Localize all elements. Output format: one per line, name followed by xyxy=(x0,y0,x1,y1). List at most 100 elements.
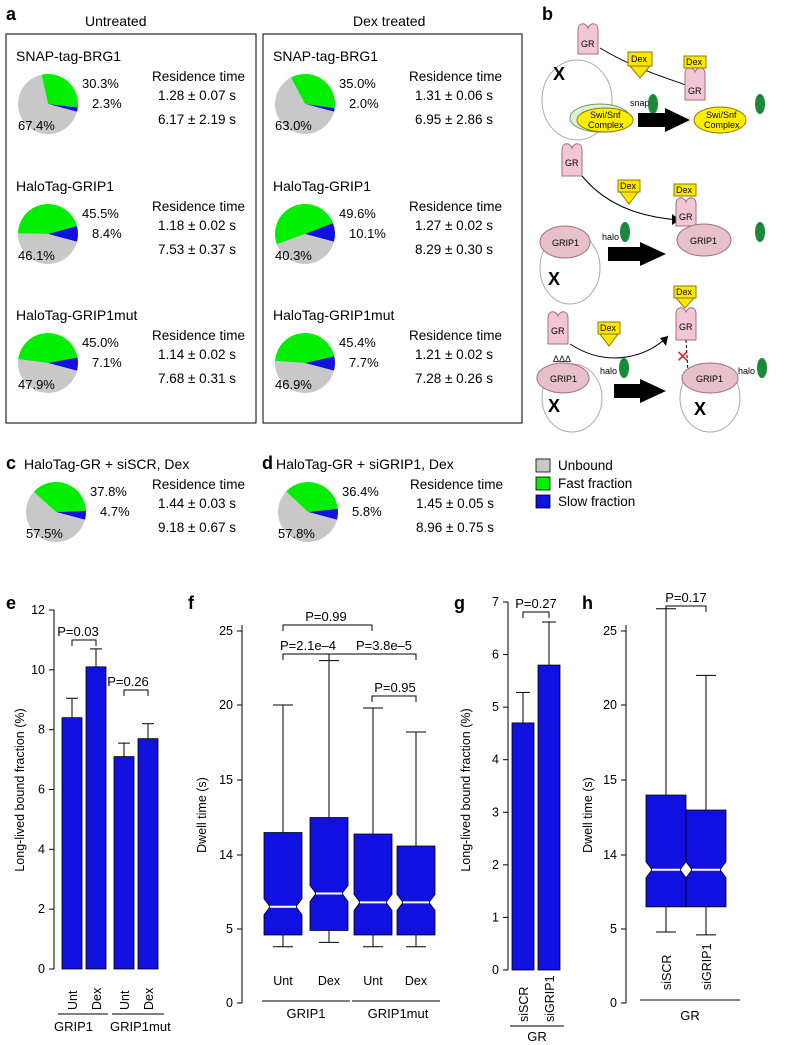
pie-a-4-rt-label: Residence time xyxy=(152,328,245,343)
pie-a-5-unbound-pct: 46.9% xyxy=(275,377,312,392)
pie-a-1-slice-slow xyxy=(305,104,335,112)
pie-d-title: HaloTag-GR + siGRIP1, Dex xyxy=(276,456,454,472)
h-ytick-label: 20 xyxy=(603,698,617,712)
snap-tag-icon xyxy=(648,94,658,114)
legend-swatch-slow xyxy=(535,494,551,509)
pie-a-1-rt-fast: 1.31 ± 0.06 s xyxy=(415,88,493,103)
halo-label: halo xyxy=(602,232,619,242)
pie-c-unbound-pct: 57.5% xyxy=(26,526,63,541)
h-ytick-label: 14 xyxy=(603,848,617,862)
f-ann-3-pvalue: P=0.95 xyxy=(374,680,416,695)
g-ann-0-bracket xyxy=(522,611,550,618)
pie-a-5-slow-pct: 7.7% xyxy=(349,355,379,370)
chart-g: 0 1 2 3 4 5 6 7 Long-lived bound fraction (%) siS… xyxy=(459,595,564,1044)
svg-text:Complex: Complex xyxy=(704,120,740,130)
pie-a-2-slice-slow xyxy=(48,226,79,242)
header-untreated: Untreated xyxy=(85,13,146,29)
pie-a-2-title: HaloTag-GRIP1 xyxy=(16,178,114,194)
svg-text:GRIP1: GRIP1 xyxy=(696,374,723,384)
pie-a-4-slice-slow xyxy=(48,357,78,371)
g-ytick-label: 0 xyxy=(492,963,499,977)
h-ytick-label: 5 xyxy=(610,922,617,936)
pie-a-5-slice-fast xyxy=(275,333,335,363)
e-xtick-2: Unt xyxy=(118,990,132,1010)
snap-tag-icon-2 xyxy=(755,94,765,114)
pie-a-2-fast-pct: 45.5% xyxy=(82,206,119,221)
e-ytick-label: 6 xyxy=(38,783,45,797)
pie-a-3-slice-fast xyxy=(274,203,333,245)
dex-ligand-icon-2: Dex xyxy=(617,179,641,205)
gr-dex-bound-2: GR Dex xyxy=(673,183,697,227)
legend-fast: Fast fraction xyxy=(558,476,632,491)
g-ylabel: Long-lived bound fraction (%) xyxy=(459,708,473,871)
pie-a-4-unbound-pct: 47.9% xyxy=(18,377,55,392)
svg-text:GR: GR xyxy=(551,326,565,336)
pie-a-2-rt-label: Residence time xyxy=(152,199,245,214)
e-ann-0-bracket xyxy=(71,639,97,646)
pie-a-5-rt-label: Residence time xyxy=(409,328,502,343)
panel-label-f: f xyxy=(188,593,195,613)
svg-text:GRIP1: GRIP1 xyxy=(550,374,577,384)
box-untreated xyxy=(5,33,257,424)
pie-a-2-unbound-pct: 46.1% xyxy=(18,248,55,263)
e-bar-0 xyxy=(61,717,83,970)
e-bar-3 xyxy=(137,738,159,970)
pie-a-2-rt-slow: 7.53 ± 0.37 s xyxy=(158,242,236,257)
dex-ligand-icon: Dex xyxy=(627,51,653,79)
pie-a-0-rt-slow: 6.17 ± 2.19 s xyxy=(158,112,236,127)
grip1-protein xyxy=(539,225,591,259)
svg-text:GR: GR xyxy=(688,86,702,96)
f-ytick-label: 20 xyxy=(219,698,233,712)
box-dex-treated xyxy=(262,33,523,424)
svg-text:GR: GR xyxy=(581,39,595,49)
legend-swatch-fast xyxy=(535,476,551,491)
svg-text:Dex: Dex xyxy=(676,185,693,195)
e-ann-1-bracket xyxy=(123,689,149,696)
pie-c-slice-fast xyxy=(33,482,86,512)
snap-label: snap xyxy=(630,98,650,108)
g-ann-0-pvalue: P=0.27 xyxy=(515,596,557,611)
g-bar-0 xyxy=(511,722,535,971)
pie-a-3-rt-slow: 8.29 ± 0.30 s xyxy=(415,242,493,257)
pie-d-fast-pct: 36.4% xyxy=(342,484,379,499)
e-group-1: GRIP1mut xyxy=(110,1019,171,1034)
pie-d-rt-slow: 8.96 ± 0.75 s xyxy=(416,520,494,535)
pie-d-rt-label: Residence time xyxy=(410,477,503,492)
pie-a-4-rt-fast: 1.14 ± 0.02 s xyxy=(158,347,236,362)
f-group-0: GRIP1 xyxy=(286,1006,325,1021)
h-ytick-label: 0 xyxy=(610,996,617,1010)
legend: Unbound Fast fraction Slow fraction xyxy=(535,458,635,509)
e-ytick-label: 2 xyxy=(38,902,45,916)
h-xtick-0: siSCR xyxy=(660,955,674,990)
pie-a-4-title: HaloTag-GRIP1mut xyxy=(16,307,137,323)
pie-a-3-unbound-pct: 40.3% xyxy=(275,248,312,263)
svg-text:GRIP1: GRIP1 xyxy=(690,236,717,246)
pie-a-3-slice-unbound xyxy=(276,234,334,265)
e-ytick-label: 4 xyxy=(38,842,45,856)
e-ytick-label: 10 xyxy=(31,663,45,677)
pie-a-1-slice-fast xyxy=(290,74,336,109)
svg-text:Swi/Snf: Swi/Snf xyxy=(706,110,737,120)
big-arrow-3 xyxy=(614,379,666,403)
pie-a-0-unbound-pct: 67.4% xyxy=(18,118,55,133)
panel-label-c: c xyxy=(6,453,16,473)
f-xtick-2: Unt xyxy=(363,974,383,988)
panel-label-e: e xyxy=(6,593,16,613)
complex-label: Complex xyxy=(588,120,624,130)
svg-text:GRIP1: GRIP1 xyxy=(552,238,579,248)
svg-text:GR: GR xyxy=(565,158,579,168)
f-box-2 xyxy=(353,833,393,936)
svg-text:Dex: Dex xyxy=(676,287,693,297)
pie-a-0-rt-fast: 1.28 ± 0.07 s xyxy=(158,88,236,103)
swisnf-complex-2 xyxy=(693,106,747,134)
f-ann-3-bracket xyxy=(371,695,417,702)
g-bar-1 xyxy=(537,664,561,971)
panels-c-d: HaloTag-GR + siSCR, Dex 37.8% 4.7% 57.5% Res… xyxy=(24,456,503,542)
h-ann-0-bracket xyxy=(665,605,707,612)
legend-unbound: Unbound xyxy=(558,458,613,473)
svg-text:Dex: Dex xyxy=(600,323,617,333)
f-ytick-label: 25 xyxy=(219,624,233,638)
pie-c-title: HaloTag-GR + siSCR, Dex xyxy=(24,456,189,472)
gr-protein-free-2: GR xyxy=(561,143,583,177)
pie-a-1-fast-pct: 35.0% xyxy=(339,76,376,91)
